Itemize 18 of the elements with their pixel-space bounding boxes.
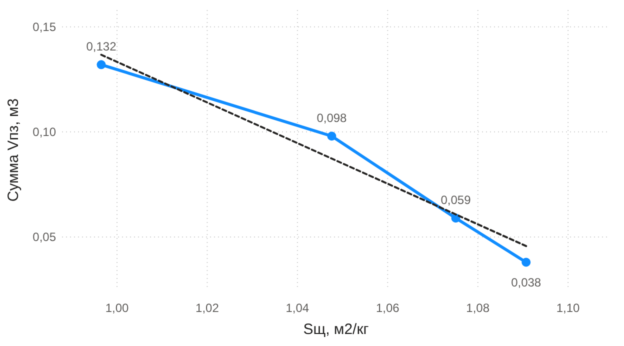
data-label: 0,132	[86, 40, 117, 54]
point	[522, 258, 531, 267]
x-tick-label: 1,08	[466, 301, 490, 315]
x-tick-label: 1,02	[196, 301, 220, 315]
x-tick-label: 1,10	[556, 301, 580, 315]
x-tick-label: 1,06	[376, 301, 400, 315]
y-tick-label: 0,15	[32, 20, 56, 34]
y-tick-label: 0,10	[32, 124, 56, 139]
data-label: 0,038	[511, 275, 542, 290]
x-tick-label: 1,04	[286, 301, 310, 315]
y-tick-label: 0,05	[32, 230, 56, 244]
data-label: 0,098	[316, 111, 348, 126]
data-label: 0,059	[440, 193, 472, 208]
x-tick-label: 1,00	[105, 301, 130, 315]
point	[327, 132, 336, 141]
y-axis-title: Сумма Vпз, м3	[5, 98, 22, 202]
point	[96, 60, 106, 70]
x-axis-title: Sщ, м2/кг	[303, 321, 370, 338]
